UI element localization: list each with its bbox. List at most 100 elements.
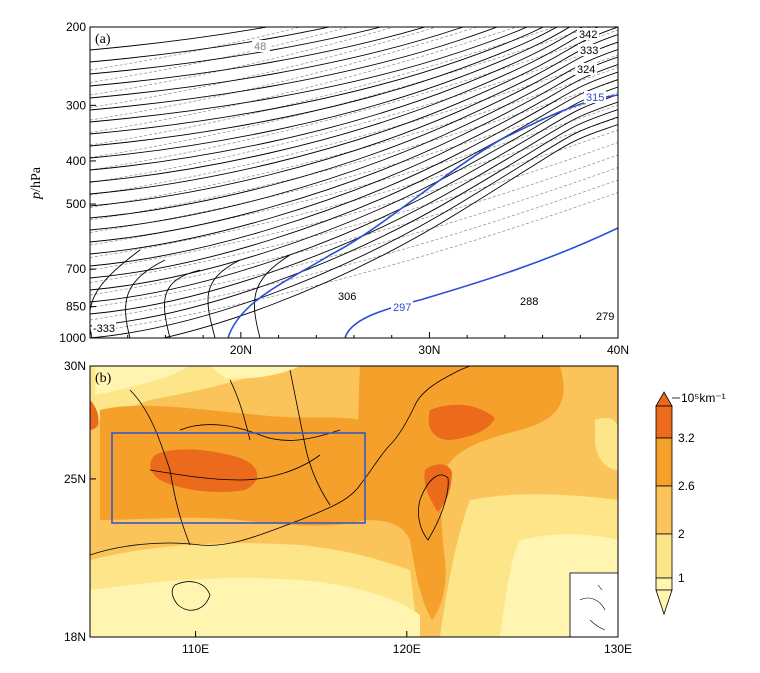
a-y-tick-label: 400	[66, 154, 86, 168]
theta-contour-line	[90, 34, 618, 207]
theta-contour-line	[90, 27, 618, 195]
a-y-tick-label: 200	[66, 20, 86, 34]
m-contour-line	[90, 117, 618, 258]
colorbar-bottom-triangle	[655, 589, 673, 616]
a-y-tick-label: 850	[66, 300, 86, 314]
colorbar-seg-2	[655, 533, 673, 579]
colorbar-seg-4	[655, 437, 673, 487]
contour-label-279: 279	[596, 311, 614, 323]
a-y-tick-label: 500	[66, 197, 86, 211]
colorbar-level-3-2: 3.2	[678, 431, 695, 445]
b-y-tick-label: 25N	[64, 472, 86, 486]
theta-contour-line	[254, 254, 291, 338]
m-contour-line	[90, 104, 618, 246]
theta-contour-line	[90, 116, 618, 338]
theta-contour-line	[90, 49, 618, 231]
contour-label-288: 288	[520, 296, 538, 308]
m-contour-line	[90, 129, 618, 271]
inset-map	[569, 572, 618, 637]
theta-contour-line	[90, 27, 332, 63]
theta-contour-line	[125, 259, 166, 338]
a-y-tick-label: 1000	[59, 331, 86, 345]
contour-label-333-low: -333	[93, 323, 115, 335]
a-x-tick-label: 40N	[607, 343, 629, 357]
colorbar-level-2: 2	[678, 527, 685, 541]
theta-contour-line	[90, 27, 270, 51]
contour-label-315: 315	[586, 92, 604, 104]
m-contour-line	[90, 92, 618, 233]
a-x-tick-label: 20N	[230, 343, 252, 357]
panel-b-y-axis: 30N 25N 18N	[64, 359, 96, 644]
theta-contour-line	[90, 27, 427, 87]
theta-contour-line	[160, 124, 618, 338]
a-x-tick-label: 30N	[418, 343, 440, 357]
panel-a: (a) 200 300 400 500 700 850 1000 p/hPa 20N 30N 4…	[29, 20, 629, 357]
theta-contour-line	[90, 94, 618, 303]
colorbar-unit: 10⁵km⁻¹	[681, 391, 726, 405]
region-box	[111, 432, 366, 524]
theta-contour-line	[90, 64, 618, 255]
m-contour-line	[90, 67, 618, 208]
theta-contour-line	[207, 259, 241, 338]
theta-contour-line	[90, 41, 618, 219]
contour-label-48: 48	[254, 41, 266, 53]
panel-a-x-axis: 20N 30N 40N	[127, 332, 629, 357]
theta-contour-line	[90, 71, 618, 267]
a-y-tick-label: 700	[66, 262, 86, 276]
panel-a-y-label: p/hPa	[29, 166, 44, 200]
isentrope-lines	[90, 27, 618, 338]
panel-b: (b) 30N 25N 18N 110E 120E 130E	[64, 359, 632, 656]
theta-contour-line	[90, 27, 545, 135]
theta-contour-line	[90, 79, 618, 279]
theta-contour-line	[90, 101, 618, 315]
colorbar-seg-3	[655, 485, 673, 535]
b-x-tick-label: 120E	[393, 642, 421, 656]
panel-a-y-axis: 200 300 400 500 700 850 1000	[59, 20, 96, 345]
m-contour-line	[90, 27, 396, 96]
b-y-tick-label: 30N	[64, 359, 86, 373]
colorbar-level-2-6: 2.6	[678, 479, 695, 493]
colorbar-seg-5	[655, 405, 673, 439]
theta-297-line	[344, 227, 618, 338]
m-contour-line	[90, 154, 618, 296]
theta-contour-line	[90, 27, 558, 147]
panel-b-label: (b)	[95, 371, 112, 386]
contour-label-297: 297	[393, 302, 411, 314]
theta-contour-line	[90, 27, 465, 99]
m-contour-line	[90, 29, 618, 171]
theta-contour-line	[164, 269, 201, 338]
m-contour-line	[90, 192, 618, 333]
contour-label-324: 324	[577, 64, 595, 76]
m-contour-line	[90, 27, 556, 146]
m-contour-line	[90, 179, 618, 321]
b-y-tick-label: 18N	[64, 630, 86, 644]
theta-contour-line	[90, 249, 141, 338]
contour-label-333: 333	[580, 45, 598, 57]
theta-contour-line	[90, 109, 618, 327]
b-x-tick-label: 110E	[182, 642, 209, 656]
contour-labels: 342 333 324 315 306 297 288 279 -333 48	[92, 28, 616, 335]
theta-contour-line	[90, 27, 600, 183]
colorbar-seg-1	[655, 577, 673, 591]
m-contour-line	[90, 42, 618, 183]
panel-b-frame	[89, 365, 619, 638]
b-x-tick-label: 130E	[604, 642, 632, 656]
m-contour-line	[90, 27, 518, 133]
m-contour-line	[90, 27, 479, 121]
m-contour-line	[90, 54, 618, 196]
theta-contour-line	[90, 27, 499, 111]
theta-contour-line	[90, 27, 529, 123]
contour-label-306: 306	[338, 291, 356, 303]
m-contour-line	[90, 27, 438, 108]
panel-a-label: (a)	[95, 32, 111, 47]
contour-label-342: 342	[579, 29, 597, 41]
m-contour-line	[90, 27, 350, 83]
m-contour-line	[90, 142, 618, 283]
panel-b-x-axis: 110E 120E 130E	[182, 631, 632, 656]
map-boundaries	[90, 366, 471, 611]
theta-contour-line	[90, 27, 383, 75]
m-contour-line	[90, 167, 618, 308]
theta-315-line	[227, 94, 618, 338]
theta-contour-line	[90, 56, 618, 243]
